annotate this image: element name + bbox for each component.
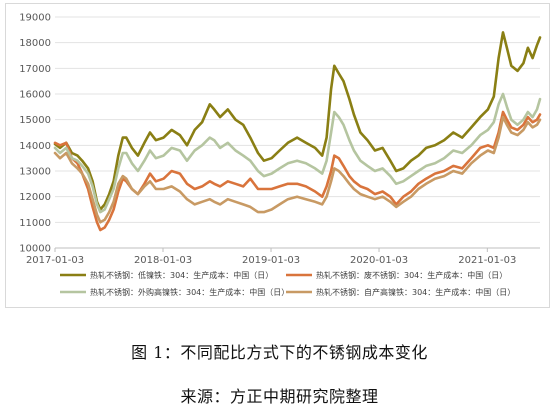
y-tick-label: 12000 <box>19 192 51 203</box>
y-tick-label: 13000 <box>19 167 51 178</box>
legend-label-4: 热轧不锈钢：自产高镍铁：304：生产成本：中国（日） <box>316 287 515 297</box>
series-line-2 <box>53 110 542 232</box>
y-tick-label: 14000 <box>19 141 51 152</box>
legend-label-2: 热轧不锈钢：废不锈钢：304：生产成本：中国（日） <box>316 270 507 280</box>
line-chart: 10000 11000 12000 13000 14000 15000 16000 17000… <box>19 13 542 297</box>
figure-source: 来源：方正中期研究院整理 <box>180 387 379 406</box>
series-line-1 <box>53 31 542 211</box>
series-line-3 <box>53 92 542 214</box>
y-axis-ticks: 10000 11000 12000 13000 14000 15000 16000 17000… <box>19 13 51 255</box>
y-tick-label: 17000 <box>19 64 51 75</box>
x-axis-ticks: 2017-01-03 2018-01-03 2019-01-03 2020-01-03… <box>26 248 516 266</box>
figure-caption: 图 1：不同配比方式下的不锈钢成本变化 <box>131 343 428 362</box>
y-tick-label: 15000 <box>19 115 51 126</box>
x-tick-label: 2017-01-03 <box>26 255 84 266</box>
series-lines <box>53 31 542 232</box>
x-tick-label: 2018-01-03 <box>134 255 192 266</box>
legend-label-1: 热轧不锈钢：低镍铁：304：生产成本：中国（日） <box>90 270 273 280</box>
y-tick-label: 16000 <box>19 90 51 101</box>
series-line-4 <box>53 115 542 224</box>
legend-label-3: 热轧不锈钢：外购高镍铁：304：生产成本：中国（日） <box>90 287 289 297</box>
x-tick-label: 2019-01-03 <box>242 255 300 266</box>
chart-frame <box>5 3 550 308</box>
y-tick-label: 11000 <box>19 218 51 229</box>
x-tick-label: 2020-01-03 <box>350 255 408 266</box>
y-tick-label: 19000 <box>19 13 51 24</box>
x-tick-label: 2021-01-03 <box>458 255 516 266</box>
y-tick-label: 10000 <box>19 244 51 255</box>
legend: 热轧不锈钢：低镍铁：304：生产成本：中国（日） 热轧不锈钢：废不锈钢：304：生… <box>60 270 515 297</box>
gridlines <box>55 16 540 249</box>
y-tick-label: 18000 <box>19 38 51 49</box>
